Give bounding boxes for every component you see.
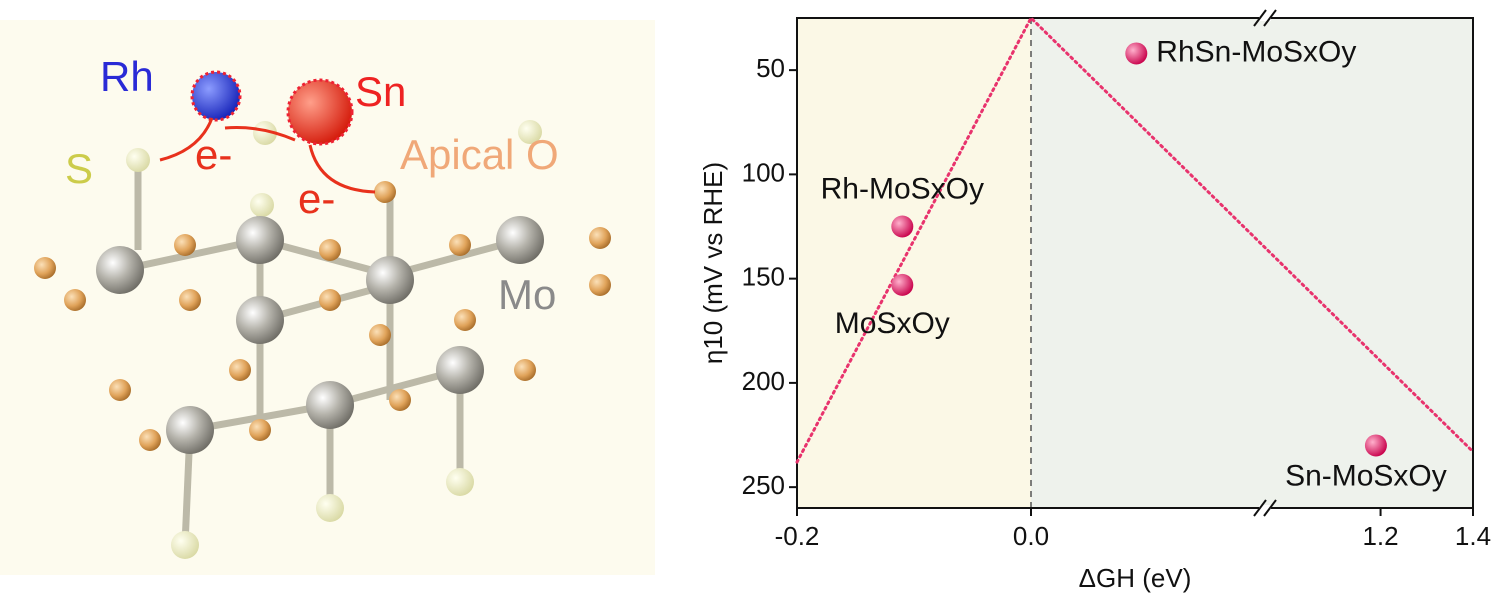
- point-label: Rh-MoSxOy: [821, 172, 984, 205]
- label-electron: e-: [195, 131, 232, 178]
- axis-break: [1263, 9, 1277, 27]
- label-sn: Sn: [355, 68, 406, 115]
- axis-break-gap: [1259, 505, 1271, 511]
- x-tick-label: 1.2: [1362, 521, 1398, 551]
- o-atoms: [34, 181, 611, 451]
- x-tick-label: 0.0: [1013, 521, 1049, 551]
- label-mo: Mo: [498, 271, 556, 318]
- point-label: Sn-MoSxOy: [1285, 459, 1447, 492]
- label-rh: Rh: [100, 53, 154, 100]
- x-axis-title: ΔGH (eV): [1079, 563, 1192, 593]
- volcano-line: [795, 15, 1475, 464]
- axis-break: [1253, 499, 1267, 517]
- region-left: [797, 18, 1031, 508]
- region-right: [1031, 18, 1473, 508]
- label-s: S: [65, 145, 93, 192]
- rh-atom: [190, 70, 242, 122]
- point-label: RhSn-MoSxOy: [1156, 35, 1356, 68]
- y-axis-title: η10 (mV vs RHE): [698, 162, 728, 364]
- sn-atom: [286, 78, 354, 146]
- data-point: [1364, 434, 1387, 457]
- point-label: MoSxOy: [835, 307, 950, 340]
- axis-break: [1253, 9, 1267, 27]
- data-point: [891, 273, 914, 296]
- data-point: [891, 215, 914, 238]
- y-tick-label: 250: [742, 470, 785, 500]
- structure-image: Rh Sn S Apical O Mo e- e-: [0, 20, 655, 575]
- axis-break: [1263, 499, 1277, 517]
- mo-atoms: [96, 216, 544, 454]
- y-tick-label: 100: [742, 157, 785, 187]
- label-electron: e-: [298, 175, 335, 222]
- chart: 50 100 150 200 250 -0.2 0.0 1.2 1.4 ΔGH (eV) η10 (…: [698, 9, 1491, 593]
- electron-arrows: [159, 117, 376, 194]
- axis-break-gap: [1259, 15, 1271, 21]
- y-tick-label: 50: [756, 53, 785, 83]
- s-atoms: [126, 120, 542, 559]
- plot-frame: [796, 17, 1474, 509]
- label-apical-o: Apical O: [400, 131, 559, 178]
- y-tick-label: 150: [742, 262, 785, 292]
- x-tick-label: 1.4: [1455, 521, 1491, 551]
- y-tick-label: 200: [742, 366, 785, 396]
- x-tick-label: -0.2: [775, 521, 820, 551]
- data-point: [1125, 42, 1148, 65]
